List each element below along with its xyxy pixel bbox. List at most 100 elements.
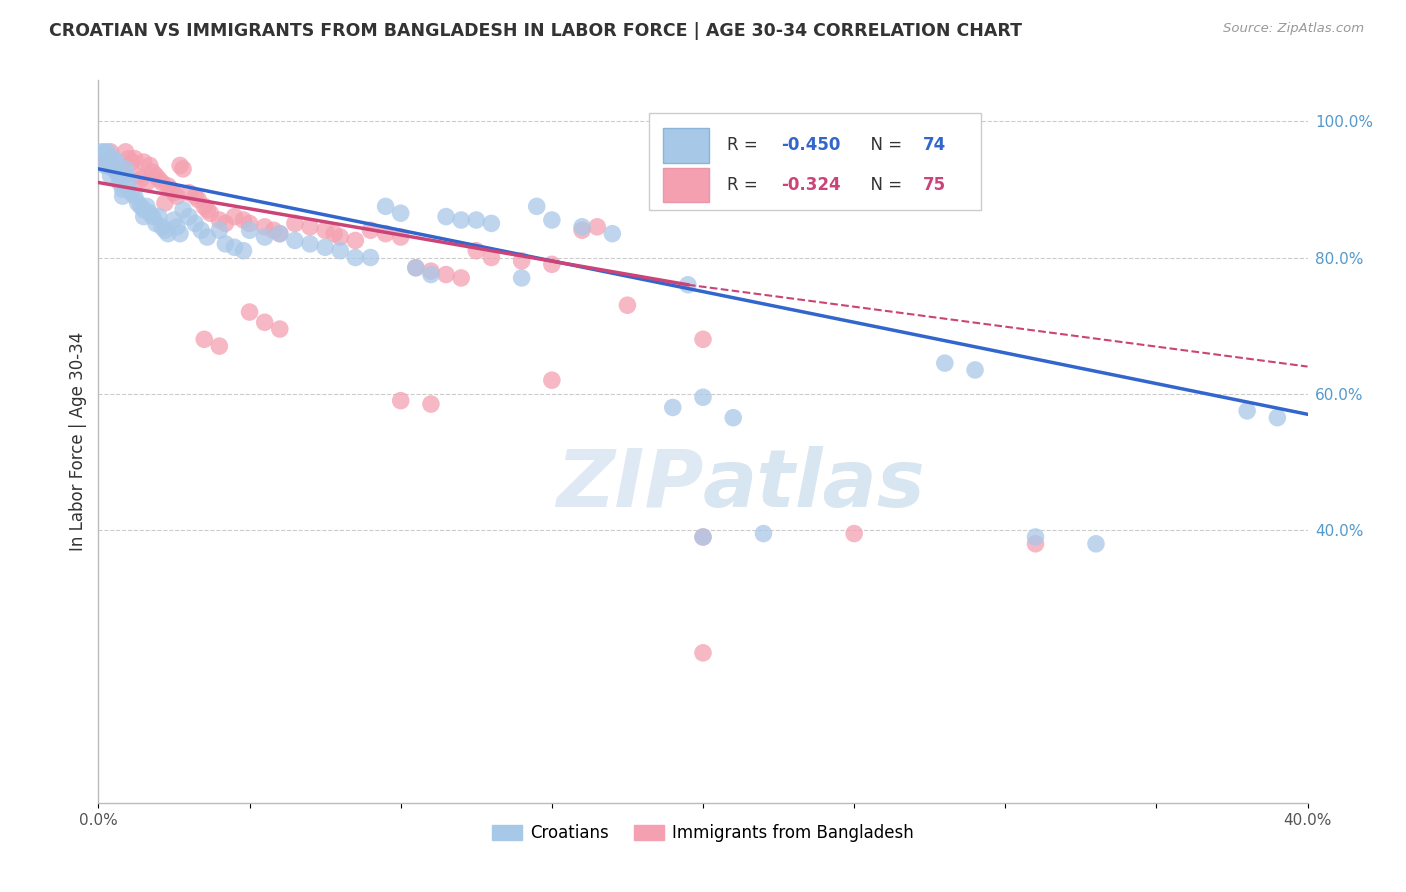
Point — [139, 159, 162, 173]
Point — [103, 152, 125, 166]
Point — [284, 216, 307, 230]
Point — [314, 223, 336, 237]
Point — [420, 264, 443, 278]
Point — [195, 230, 218, 244]
Point — [118, 172, 141, 186]
Point — [420, 397, 443, 411]
Point — [172, 161, 194, 176]
Point — [269, 322, 291, 336]
Point — [299, 236, 322, 251]
Point — [100, 169, 122, 183]
Point — [121, 186, 143, 200]
Text: R =: R = — [727, 176, 763, 194]
Point — [118, 182, 141, 196]
Point — [169, 227, 191, 241]
Point — [526, 199, 548, 213]
Point — [208, 339, 231, 353]
Point — [323, 227, 346, 241]
Point — [1236, 404, 1258, 418]
Point — [132, 210, 155, 224]
Point — [111, 189, 134, 203]
Point — [405, 260, 427, 275]
Point — [135, 176, 157, 190]
Text: ZIP: ZIP — [555, 446, 703, 524]
Point — [510, 271, 533, 285]
Point — [1267, 410, 1289, 425]
Point — [184, 216, 207, 230]
Point — [571, 219, 593, 234]
Text: atlas: atlas — [703, 446, 925, 524]
Point — [111, 169, 134, 183]
Point — [389, 393, 412, 408]
Point — [108, 165, 131, 179]
Text: Source: ZipAtlas.com: Source: ZipAtlas.com — [1223, 22, 1364, 36]
Point — [127, 196, 149, 211]
Point — [389, 230, 412, 244]
Point — [93, 152, 115, 166]
Point — [239, 223, 262, 237]
Point — [129, 172, 152, 186]
Point — [360, 251, 382, 265]
Point — [344, 234, 367, 248]
FancyBboxPatch shape — [648, 112, 981, 211]
Y-axis label: In Labor Force | Age 30-34: In Labor Force | Age 30-34 — [69, 332, 87, 551]
Point — [114, 145, 136, 159]
Point — [239, 216, 262, 230]
Point — [108, 169, 131, 183]
Point — [163, 186, 186, 200]
Point — [540, 373, 562, 387]
Point — [103, 159, 125, 173]
Point — [661, 401, 683, 415]
Point — [108, 176, 131, 190]
Point — [692, 390, 714, 404]
FancyBboxPatch shape — [664, 128, 709, 162]
Point — [193, 199, 215, 213]
Text: CROATIAN VS IMMIGRANTS FROM BANGLADESH IN LABOR FORCE | AGE 30-34 CORRELATION CH: CROATIAN VS IMMIGRANTS FROM BANGLADESH I… — [49, 22, 1022, 40]
Point — [263, 223, 285, 237]
Point — [450, 271, 472, 285]
Point — [90, 145, 112, 159]
Point — [329, 230, 352, 244]
Point — [314, 240, 336, 254]
Point — [253, 230, 276, 244]
Point — [142, 165, 165, 179]
Point — [214, 236, 236, 251]
Point — [844, 526, 866, 541]
Point — [434, 268, 457, 282]
Point — [169, 159, 191, 173]
Point — [269, 227, 291, 241]
Point — [571, 223, 593, 237]
Point — [96, 159, 118, 173]
Point — [465, 213, 488, 227]
Point — [752, 526, 775, 541]
Point — [616, 298, 638, 312]
Point — [602, 227, 624, 241]
Point — [96, 155, 118, 169]
Point — [105, 161, 128, 176]
Point — [166, 219, 188, 234]
Point — [434, 210, 457, 224]
Point — [224, 210, 246, 224]
Point — [586, 219, 609, 234]
Point — [160, 182, 183, 196]
Point — [193, 332, 215, 346]
Point — [184, 189, 207, 203]
Point — [156, 227, 179, 241]
Point — [692, 646, 714, 660]
Point — [105, 155, 128, 169]
Point — [934, 356, 956, 370]
FancyBboxPatch shape — [664, 168, 709, 202]
Text: N =: N = — [860, 176, 907, 194]
Point — [179, 210, 201, 224]
Point — [692, 530, 714, 544]
Text: -0.450: -0.450 — [782, 136, 841, 154]
Point — [142, 210, 165, 224]
Point — [481, 216, 503, 230]
Point — [374, 199, 396, 213]
Point — [214, 216, 236, 230]
Point — [135, 199, 157, 213]
Point — [179, 186, 201, 200]
Point — [93, 159, 115, 173]
Point — [105, 165, 128, 179]
Point — [208, 223, 231, 237]
